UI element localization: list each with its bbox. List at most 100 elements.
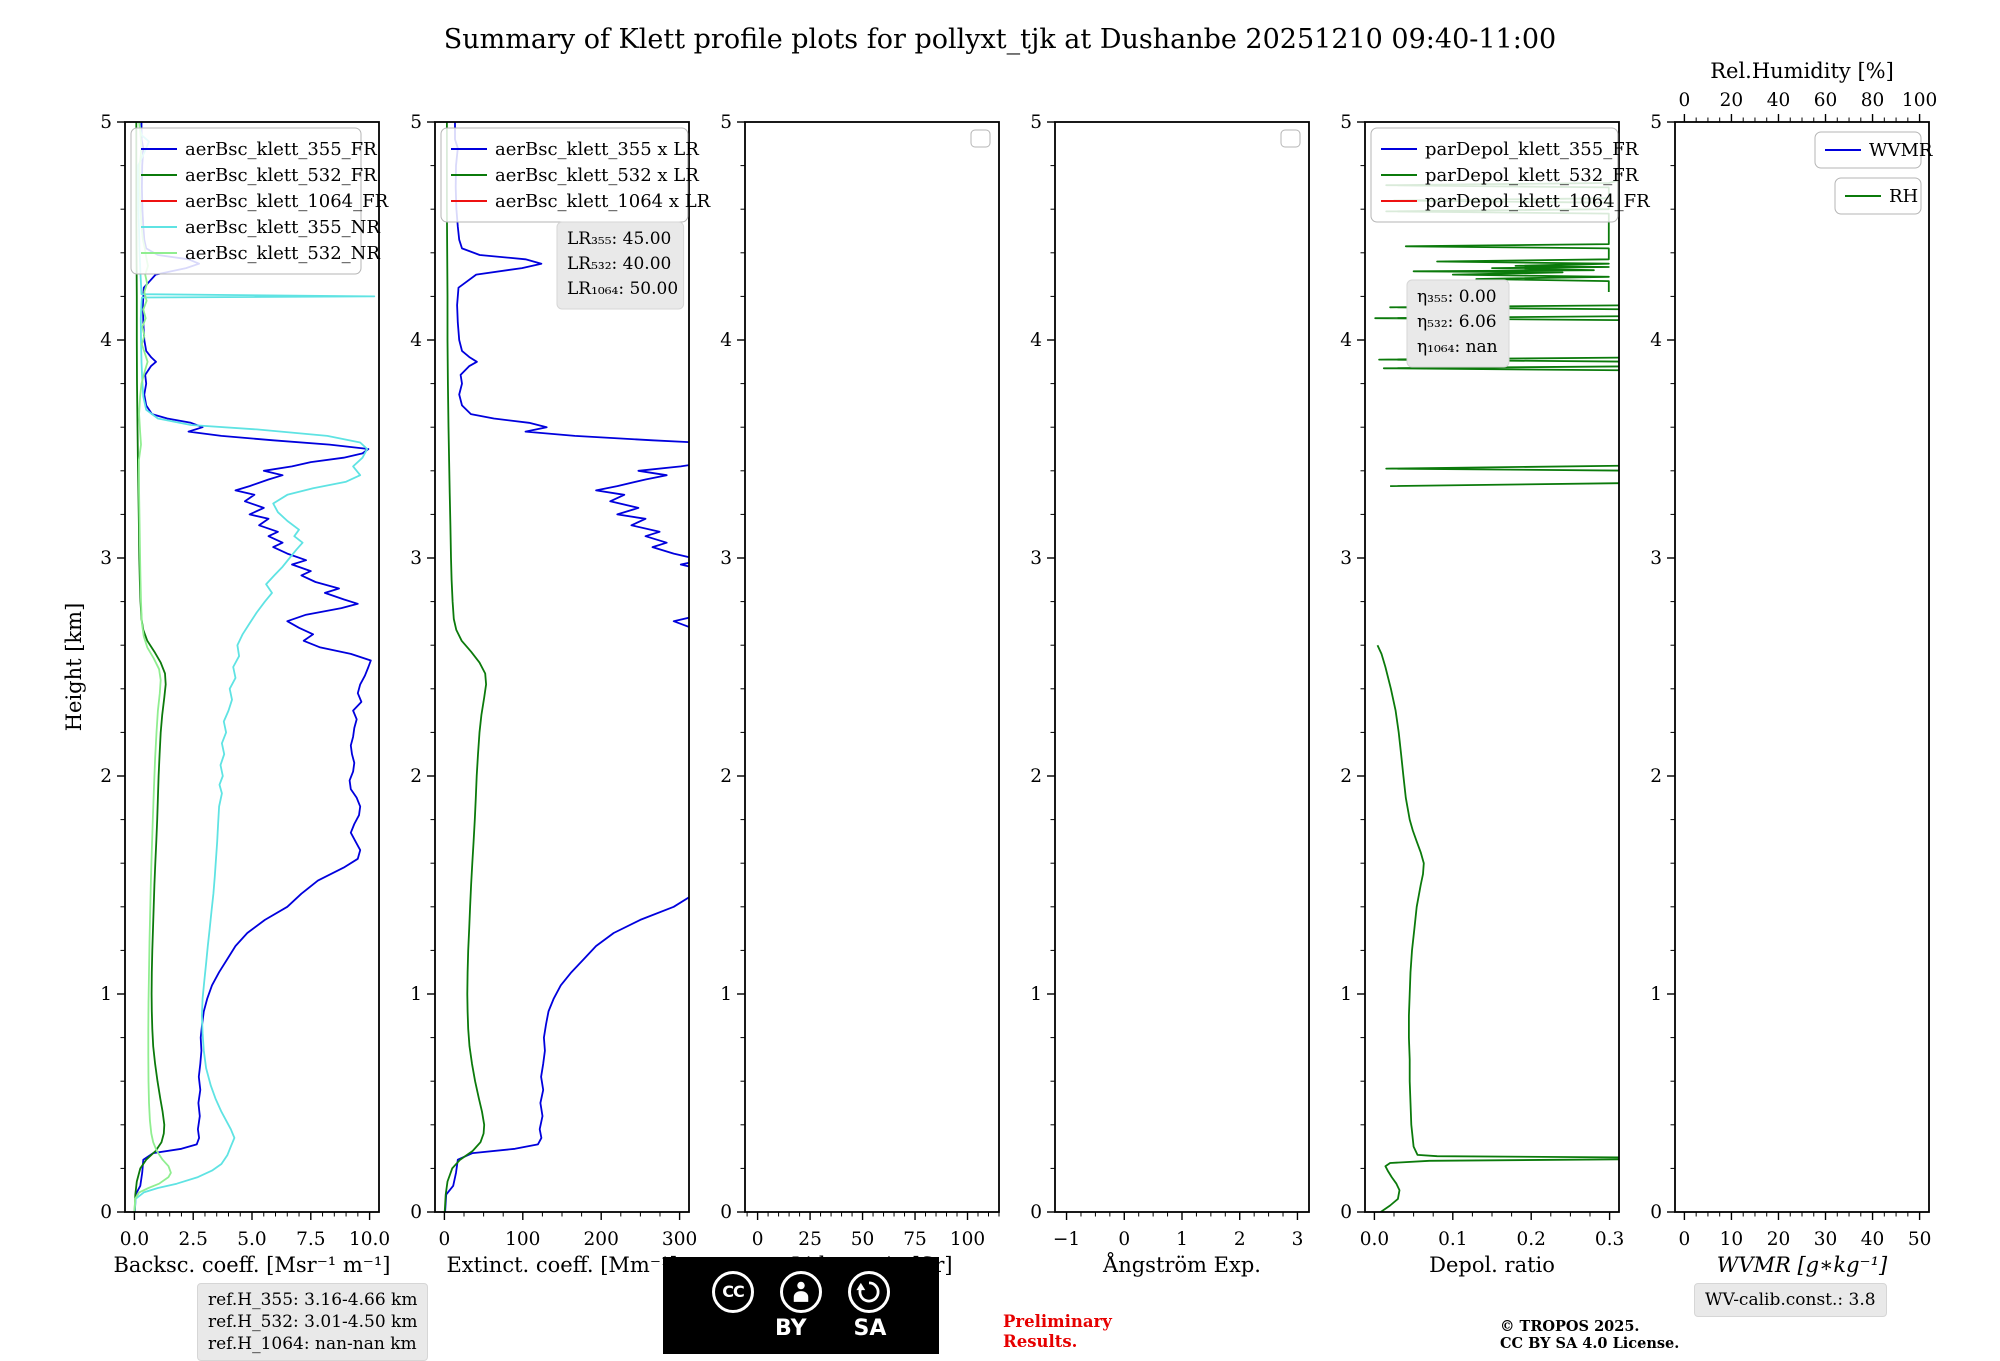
y-tick-label: 3 [1030,548,1042,569]
legend-label: aerBsc_klett_532 x LR [495,165,699,186]
copyright-line-2: CC BY SA 4.0 License. [1500,1335,1680,1352]
cc-sharealike-arrow-icon [848,1270,890,1313]
legend-label: aerBsc_klett_355_FR [185,139,377,160]
y-tick-label: 0 [410,1202,422,1223]
empty-legend-box [970,129,991,148]
x-axis-ticks: 0.0 2.5 5.0 7.5 10.0 [120,1212,390,1250]
x-tick-label: 200 [584,1229,619,1250]
annotation-line: η₅₃₂: 6.06 [1417,312,1497,332]
y-tick-label: 2 [100,766,112,787]
x-tick-label: 7.5 [296,1229,325,1250]
y-tick-label: 4 [1340,330,1352,351]
top-tick-label: 100 [1902,90,1937,111]
top-tick-label: 80 [1861,90,1885,111]
legend-label: WVMR [1869,140,1933,161]
x-tick-label: 0 [1118,1229,1130,1250]
y-axis-ticks: 0 1 2 3 4 5 [100,112,125,1223]
ref-height-355: ref.H_355: 3.16-4.66 km [208,1290,418,1310]
y-tick-label: 5 [720,112,732,133]
x-tick-label: 0 [1679,1229,1691,1250]
x-axis-ticks: 0 100 200 300 [439,1212,697,1250]
panel-angstroem: −1 0 1 2 3 0 1 2 3 4 5 Ångström Exp. [1030,112,1310,1277]
x-tick-label: 50 [1908,1229,1932,1250]
annotation-line: LR₁₀₆₄: 50.00 [567,279,678,299]
x-axis-label-angstroem: Ångström Exp. [1102,1252,1261,1277]
wv-calib-note: WV-calib.const.: 3.8 [1694,1283,1887,1317]
x-axis-ticks: 0 10 20 30 40 50 [1679,1212,1932,1250]
top-axis: 0 20 40 60 80 100 Rel.Humidity [%] [1679,59,1937,122]
y-axis-ticks: 0 1 2 3 4 5 [410,112,435,1223]
x-tick-label: 100 [950,1229,985,1250]
y-tick-label: 4 [100,330,112,351]
y-tick-label: 5 [1340,112,1352,133]
annotation-line: η₁₀₆₄: nan [1417,337,1498,357]
x-tick-label: 5.0 [237,1229,266,1250]
y-tick-label: 4 [1030,330,1042,351]
top-tick-label: 40 [1767,90,1791,111]
y-tick-label: 5 [410,112,422,133]
copyright-note: © TROPOS 2025. CC BY SA 4.0 License. [1500,1318,1679,1352]
legend-label: aerBsc_klett_355 x LR [495,139,699,160]
x-tick-label: 0.1 [1438,1229,1467,1250]
y-tick-label: 3 [720,548,732,569]
series-aerBsc_klett_355_NR [133,122,376,1212]
legend-box-depol-ratio [1370,127,1619,223]
legend-label: aerBsc_klett_355_NR [185,217,380,238]
cc-icon-row: CC [663,1270,939,1313]
copyright-line-1: © TROPOS 2025. [1500,1318,1640,1335]
y-axis-ticks: 0 1 2 3 4 5 [720,112,745,1223]
x-tick-label: 10 [1720,1229,1744,1250]
y-tick-label: 1 [1650,984,1662,1005]
legend-label: parDepol_klett_532_FR [1425,165,1639,186]
x-tick-label: 3 [1292,1229,1304,1250]
y-tick-label: 4 [720,330,732,351]
y-tick-label: 0 [1650,1202,1662,1223]
y-axis-ticks: 0 1 2 3 4 5 [1340,112,1365,1223]
annotation-box-extinction [556,221,685,310]
y-tick-label: 5 [100,112,112,133]
legend-label: parDepol_klett_1064_FR [1425,191,1650,212]
x-tick-label: 20 [1767,1229,1791,1250]
panel-wvmr: 0 10 20 30 40 50 0 1 2 3 4 5 WVMR [g∗kg⁻¹] 0 20 40 60 80 1… [1650,59,1937,1277]
y-axis-ticks: 0 1 2 3 4 5 [1030,112,1055,1223]
x-tick-label: 2.5 [178,1229,207,1250]
cc-logo-icon: CC [712,1270,754,1313]
x-tick-label: 0.2 [1516,1229,1545,1250]
y-tick-label: 2 [1340,766,1352,787]
series-aerBsc_klett_355 x LR [444,122,689,1212]
legend-label: aerBsc_klett_532_FR [185,165,377,186]
y-tick-label: 3 [100,548,112,569]
y-tick-label: 4 [1650,330,1662,351]
series-group-extinction [443,122,689,1212]
x-tick-label: 75 [903,1229,927,1250]
y-tick-label: 3 [1650,548,1662,569]
x-tick-label: 30 [1814,1229,1838,1250]
y-tick-label: 0 [1340,1202,1352,1223]
preliminary-note: Preliminary Results. [1003,1312,1112,1352]
x-tick-label: 300 [662,1229,697,1250]
series-aerBsc_klett_355_FR [134,122,372,1212]
series-parDepol_klett_532_FR [1374,179,1619,1212]
cc-label-row: BY SA [663,1316,939,1341]
x-tick-label: 40 [1861,1229,1885,1250]
y-tick-label: 1 [720,984,732,1005]
y-tick-label: 1 [1340,984,1352,1005]
cc-sa-label: SA [853,1315,887,1341]
axes-frame [744,121,1000,1213]
y-tick-label: 1 [1030,984,1042,1005]
x-tick-label: 10.0 [349,1229,390,1250]
y-tick-label: 3 [410,548,422,569]
x-tick-label: −1 [1053,1229,1080,1250]
x-tick-label: 0 [752,1229,764,1250]
x-tick-label: 0.0 [120,1229,149,1250]
x-axis-ticks: −1 0 1 2 3 [1053,1212,1303,1250]
legend-box-backscatter [130,127,362,275]
x-axis-label-wvmr: WVMR [g∗kg⁻¹] [1717,1253,1888,1277]
empty-legend-box [1280,129,1301,148]
y-tick-label: 1 [100,984,112,1005]
y-tick-label: 1 [410,984,422,1005]
x-axis-ticks: 0 25 50 75 100 [746,1212,1000,1250]
y-tick-label: 3 [1340,548,1352,569]
